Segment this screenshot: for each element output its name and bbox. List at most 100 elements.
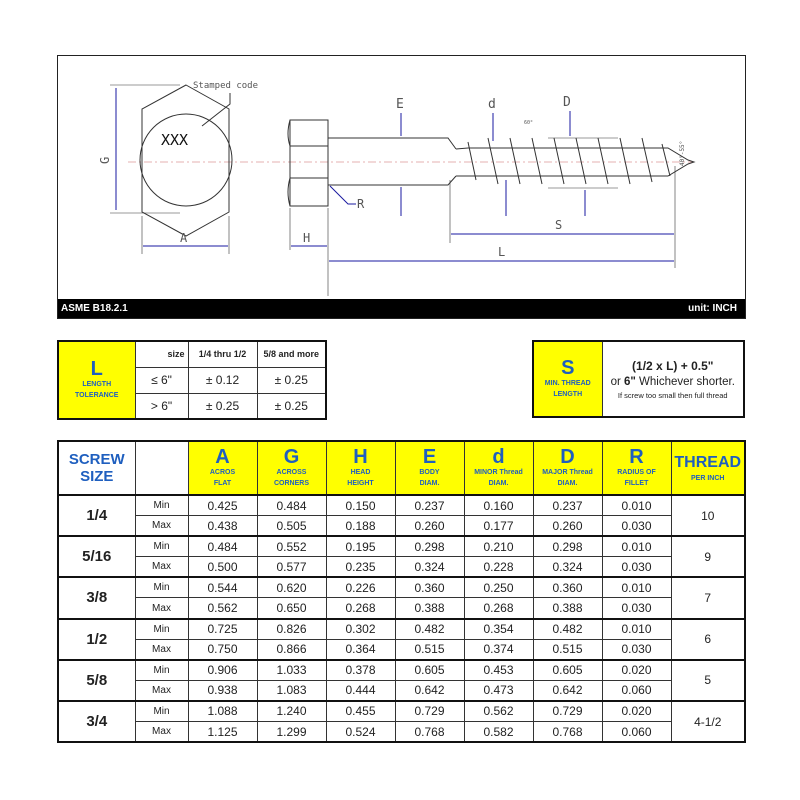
cell: 1.033 [256, 659, 327, 681]
screw-size: 1/2 [57, 618, 136, 661]
cell: 0.768 [394, 721, 465, 744]
cell: 0.455 [325, 700, 396, 723]
stamp-text: XXX [161, 131, 188, 149]
screw-size-header: SCREW SIZE [57, 440, 136, 496]
svg-text:L: L [498, 245, 505, 259]
cell: 0.010 [601, 576, 672, 599]
standard-label: ASME B18.2.1 [61, 303, 128, 314]
cell: 0.729 [394, 700, 465, 723]
cell: 0.060 [601, 679, 672, 702]
length-tolerance-table: L LENGTH TOLERANCE size 1/4 thru 1/2 5/8 a… [57, 340, 327, 420]
table-row-min: 5/8 Min 0.906 1.033 0.378 0.605 0.453 0.605 0.02… [57, 659, 746, 702]
standard-bar: ASME B18.2.1 unit: INCH [58, 299, 745, 318]
hex-head-end-view [141, 84, 230, 237]
cell: 1.299 [256, 721, 327, 744]
table-row-min: 3/4 Min 1.088 1.240 0.455 0.729 0.562 0.729 0.02… [57, 700, 746, 744]
cell: 0.552 [256, 535, 327, 558]
cell: 0.826 [256, 618, 327, 640]
cell: 0.324 [394, 556, 465, 579]
thread-header: THREAD PER INCH [670, 440, 746, 496]
cell: 0.562 [463, 700, 534, 723]
dimensions-table: SCREW SIZE A ACROS FLAT G ACROSS CORNERS H HEAD H… [57, 440, 746, 744]
column-header-D: D MAJOR Thread DIAM. [532, 440, 603, 496]
cell: 0.010 [601, 618, 672, 640]
screw-size: 5/16 [57, 535, 136, 579]
cell: 0.195 [325, 535, 396, 558]
cell: 0.544 [187, 576, 258, 599]
threads-per-inch: 7 [670, 576, 746, 620]
cell: 0.260 [394, 515, 465, 538]
cell: 0.010 [601, 494, 672, 517]
column-header-H: H HEAD HEIGHT [325, 440, 396, 496]
cell: 0.562 [187, 597, 258, 620]
table-row-max: Max 0.938 1.083 0.444 0.642 0.473 0.642 0.060 [58, 679, 745, 702]
screw-size: 5/8 [57, 659, 136, 702]
screw-technical-drawing: XXX Stamped code G A 40°-55° 60° E d D R… [57, 55, 746, 319]
cell: 0.768 [532, 721, 603, 744]
cell: 1.088 [187, 700, 258, 723]
cell: 0.298 [394, 535, 465, 558]
cell: 0.378 [325, 659, 396, 681]
table-row-min: 3/8 Min 0.544 0.620 0.226 0.360 0.250 0.360 0.01… [57, 576, 746, 620]
cell: 0.725 [187, 618, 258, 640]
cell: 0.482 [532, 618, 603, 640]
column-header-E: E BODY DIAM. [394, 440, 465, 496]
thread-length-header: S MIN. THREAD LENGTH [532, 340, 603, 418]
thread-length-formula: (1/2 x L) + 0.5" or 6" Whichever shorter… [601, 340, 745, 418]
cell: 0.324 [532, 556, 603, 579]
thread-length-table: S MIN. THREAD LENGTH (1/2 x L) + 0.5" or 6… [532, 340, 745, 418]
cell: 0.226 [325, 576, 396, 599]
svg-text:S: S [555, 218, 562, 232]
threads-per-inch: 6 [670, 618, 746, 661]
cell: 0.364 [325, 638, 396, 661]
column-header-G: G ACROSS CORNERS [256, 440, 327, 496]
column-header-R: R RADIUS OF FILLET [601, 440, 672, 496]
table-row-max: Max 0.438 0.505 0.188 0.260 0.177 0.260 0.030 [58, 515, 745, 538]
svg-text:D: D [563, 95, 571, 110]
threads-per-inch: 5 [670, 659, 746, 702]
cell: 0.235 [325, 556, 396, 579]
cell: 1.125 [187, 721, 258, 744]
cell: 0.177 [463, 515, 534, 538]
cell: 0.268 [325, 597, 396, 620]
table-row-min: 1/4 Min 0.425 0.484 0.150 0.237 0.160 0.237 0.01… [57, 494, 746, 538]
column-header-A: A ACROS FLAT [187, 440, 258, 496]
table-row-max: Max 0.562 0.650 0.268 0.388 0.268 0.388 0.030 [58, 597, 745, 620]
cell: 0.237 [394, 494, 465, 517]
table-row-max: Max 1.125 1.299 0.524 0.768 0.582 0.768 0.060 [58, 721, 745, 744]
cell: 0.500 [187, 556, 258, 579]
cell: 0.360 [394, 576, 465, 599]
cell: 0.020 [601, 700, 672, 723]
cell: 1.240 [256, 700, 327, 723]
svg-text:H: H [303, 231, 310, 245]
stamped-code-label: Stamped code [193, 81, 258, 91]
cell: 0.020 [601, 659, 672, 681]
cell: 0.620 [256, 576, 327, 599]
cell: 0.642 [394, 679, 465, 702]
screw-diagram: XXX Stamped code G A 40°-55° 60° E d D R… [98, 81, 696, 296]
cell: 0.515 [394, 638, 465, 661]
cell: 0.484 [256, 494, 327, 517]
column-header-d: d MINOR Thread DIAM. [463, 440, 534, 496]
table-row-min: 1/2 Min 0.725 0.826 0.302 0.482 0.354 0.482 0.01… [57, 618, 746, 661]
cell: 0.425 [187, 494, 258, 517]
cell: 0.938 [187, 679, 258, 702]
cell: 0.228 [463, 556, 534, 579]
svg-text:R: R [357, 197, 365, 211]
cell: 0.524 [325, 721, 396, 744]
table-row-max: Max 0.750 0.866 0.364 0.515 0.374 0.515 0.030 [58, 638, 745, 661]
cell: 0.438 [187, 515, 258, 538]
svg-text:G: G [98, 157, 112, 164]
cell: 0.360 [532, 576, 603, 599]
cell: 0.260 [532, 515, 603, 538]
cell: 0.237 [532, 494, 603, 517]
cell: 0.188 [325, 515, 396, 538]
svg-text:E: E [396, 97, 404, 112]
cell: 0.374 [463, 638, 534, 661]
cell: 0.906 [187, 659, 258, 681]
cell: 0.642 [532, 679, 603, 702]
hex-head-side-view [287, 119, 329, 207]
cell: 0.473 [463, 679, 534, 702]
cell: 0.729 [532, 700, 603, 723]
screw-size: 3/4 [57, 700, 136, 744]
